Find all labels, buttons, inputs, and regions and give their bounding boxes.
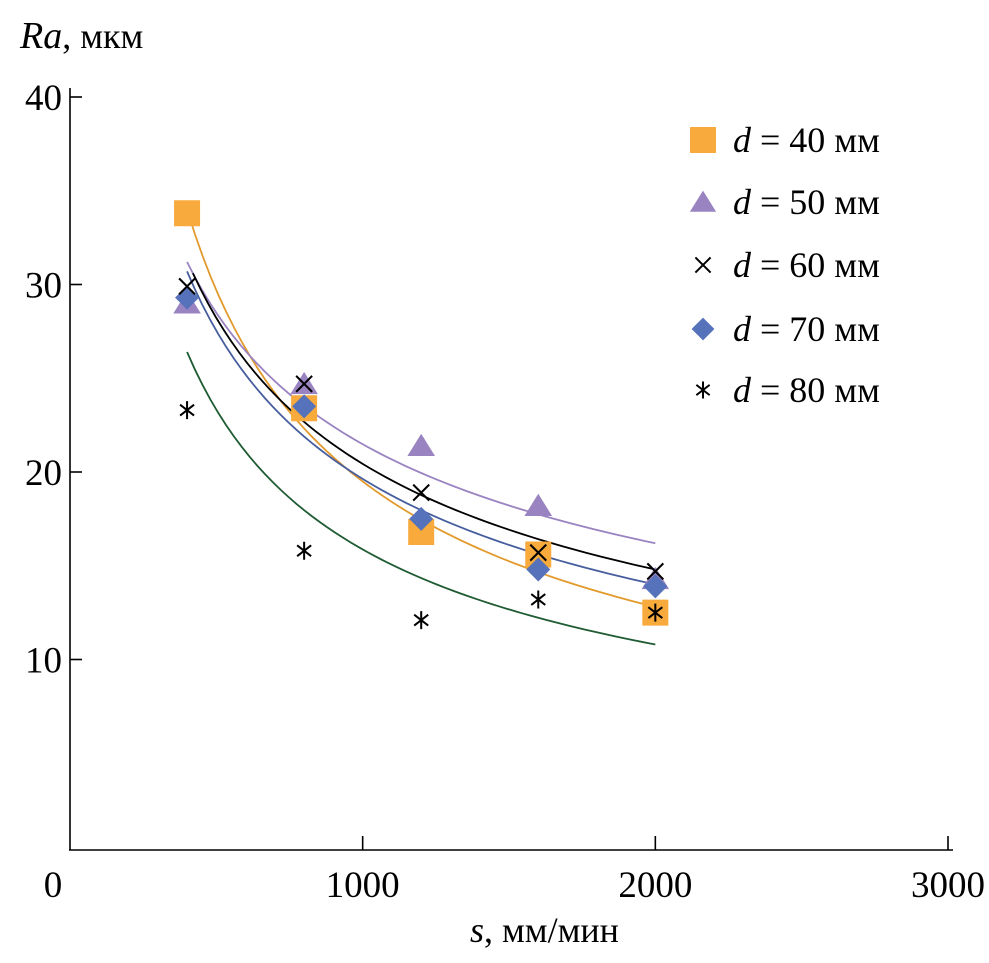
data-markers: [173, 200, 670, 630]
y-tick-label: 20: [25, 453, 62, 494]
data-point-diamond: [292, 394, 317, 419]
legend-rest: = 60 мм: [751, 245, 880, 285]
legend-label: d = 40 мм: [733, 120, 880, 160]
data-point-diamond: [409, 506, 434, 531]
legend-rest: = 40 мм: [751, 120, 880, 160]
y-ticks: 10 20 30 40: [25, 78, 82, 682]
axes: [69, 88, 953, 851]
data-point-triangle: [524, 493, 553, 516]
data-point-asterisk: [647, 603, 663, 622]
legend-rest: = 80 мм: [751, 370, 880, 410]
legend-item: d = 70 мм: [691, 309, 880, 349]
data-point-asterisk: [179, 401, 195, 420]
x-axis-var: s: [470, 910, 484, 950]
x-ticks: 0 1000 2000 3000: [44, 836, 985, 906]
legend-label: d = 60 мм: [733, 245, 880, 285]
x-tick-label: 2000: [618, 865, 692, 906]
legend-label: d = 80 мм: [733, 370, 880, 410]
fit-curve: [186, 351, 656, 646]
y-axis-title: Ra, мкм: [19, 15, 143, 57]
y-tick-label: 30: [25, 266, 62, 307]
y-tick-label: 10: [25, 641, 62, 682]
legend-item: d = 40 мм: [690, 120, 880, 160]
data-point-asterisk: [413, 611, 429, 630]
legend-var: d: [733, 245, 752, 285]
data-point-cross: [529, 543, 547, 562]
data-point-triangle: [407, 433, 435, 456]
data-point-cross: [646, 562, 665, 581]
data-point-asterisk: [296, 541, 312, 560]
data-point-diamond: [643, 574, 668, 599]
data-point-cross: [178, 277, 196, 296]
legend-var: d: [733, 120, 752, 160]
legend-var: d: [733, 370, 752, 410]
legend-label: d = 50 мм: [733, 182, 880, 222]
y-axis-var: Ra: [19, 15, 62, 57]
legend: d = 40 ммd = 50 ммd = 60 ммd = 70 ммd = …: [689, 120, 880, 410]
fit-curve: [186, 261, 656, 545]
data-point-diamond: [526, 557, 551, 582]
data-point-square: [174, 200, 201, 227]
legend-marker-cross: [694, 256, 712, 274]
legend-item: d = 60 мм: [694, 245, 880, 285]
x-tick-label: 0: [44, 865, 63, 906]
x-tick-label: 1000: [326, 865, 400, 906]
data-point-cross: [295, 375, 313, 393]
fit-curves: [186, 209, 656, 646]
legend-item: d = 50 мм: [689, 182, 880, 222]
data-point-cross: [412, 483, 430, 502]
x-axis-title: s, мм/мин: [470, 910, 619, 950]
legend-var: d: [733, 309, 752, 349]
data-point-asterisk: [530, 590, 546, 609]
legend-label: d = 70 мм: [733, 309, 880, 349]
y-tick-label: 40: [25, 78, 62, 119]
x-axis-unit: , мм/мин: [484, 910, 619, 950]
legend-item: d = 80 мм: [695, 370, 880, 410]
x-tick-label: 3000: [911, 865, 985, 906]
legend-marker-square: [690, 127, 716, 153]
legend-rest: = 70 мм: [751, 309, 880, 349]
legend-var: d: [733, 182, 752, 222]
y-axis-unit: , мкм: [62, 16, 143, 56]
legend-marker-triangle: [689, 190, 717, 212]
legend-marker-asterisk: [695, 381, 711, 399]
legend-marker-diamond: [691, 317, 715, 341]
legend-rest: = 50 мм: [751, 182, 880, 222]
fit-curve: [186, 209, 656, 608]
